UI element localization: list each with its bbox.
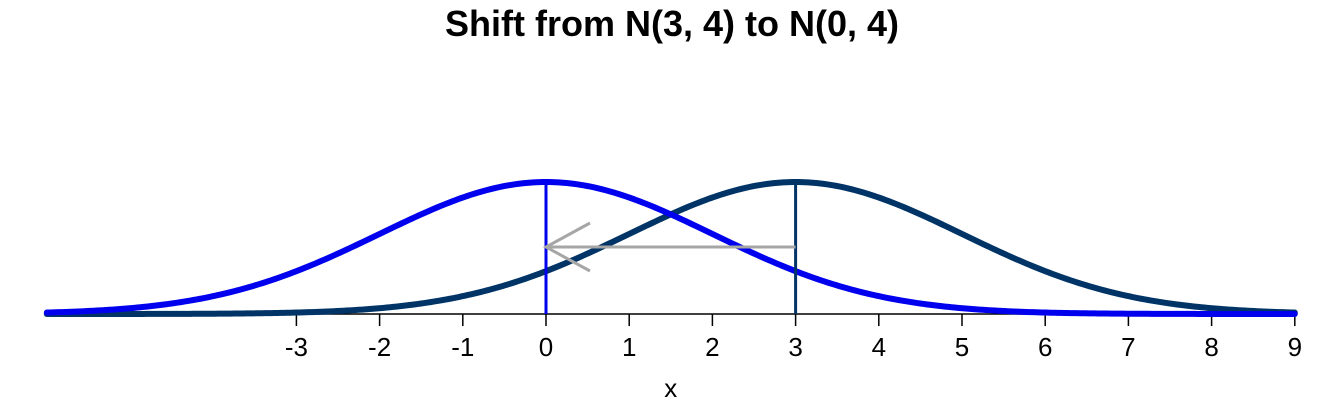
x-tick-label: 4 [872, 332, 886, 362]
x-tick-label: -1 [451, 332, 474, 362]
x-tick-label: 8 [1204, 332, 1218, 362]
x-axis-label: x [664, 373, 677, 403]
x-tick-label: 0 [539, 332, 553, 362]
density-curve-n0 [43, 179, 1298, 317]
x-tick-label: 6 [1038, 332, 1052, 362]
x-tick-label: 9 [1288, 332, 1302, 362]
x-tick-label: -2 [368, 332, 391, 362]
x-tick-label: 7 [1121, 332, 1135, 362]
x-tick-label: 2 [705, 332, 719, 362]
x-tick-label: 1 [622, 332, 636, 362]
shift-arrow-head [542, 221, 591, 273]
x-tick-label: 5 [955, 332, 969, 362]
x-tick-label: 3 [788, 332, 802, 362]
chart-title: Shift from N(3, 4) to N(0, 4) [444, 3, 899, 44]
x-tick-label: -3 [285, 332, 308, 362]
